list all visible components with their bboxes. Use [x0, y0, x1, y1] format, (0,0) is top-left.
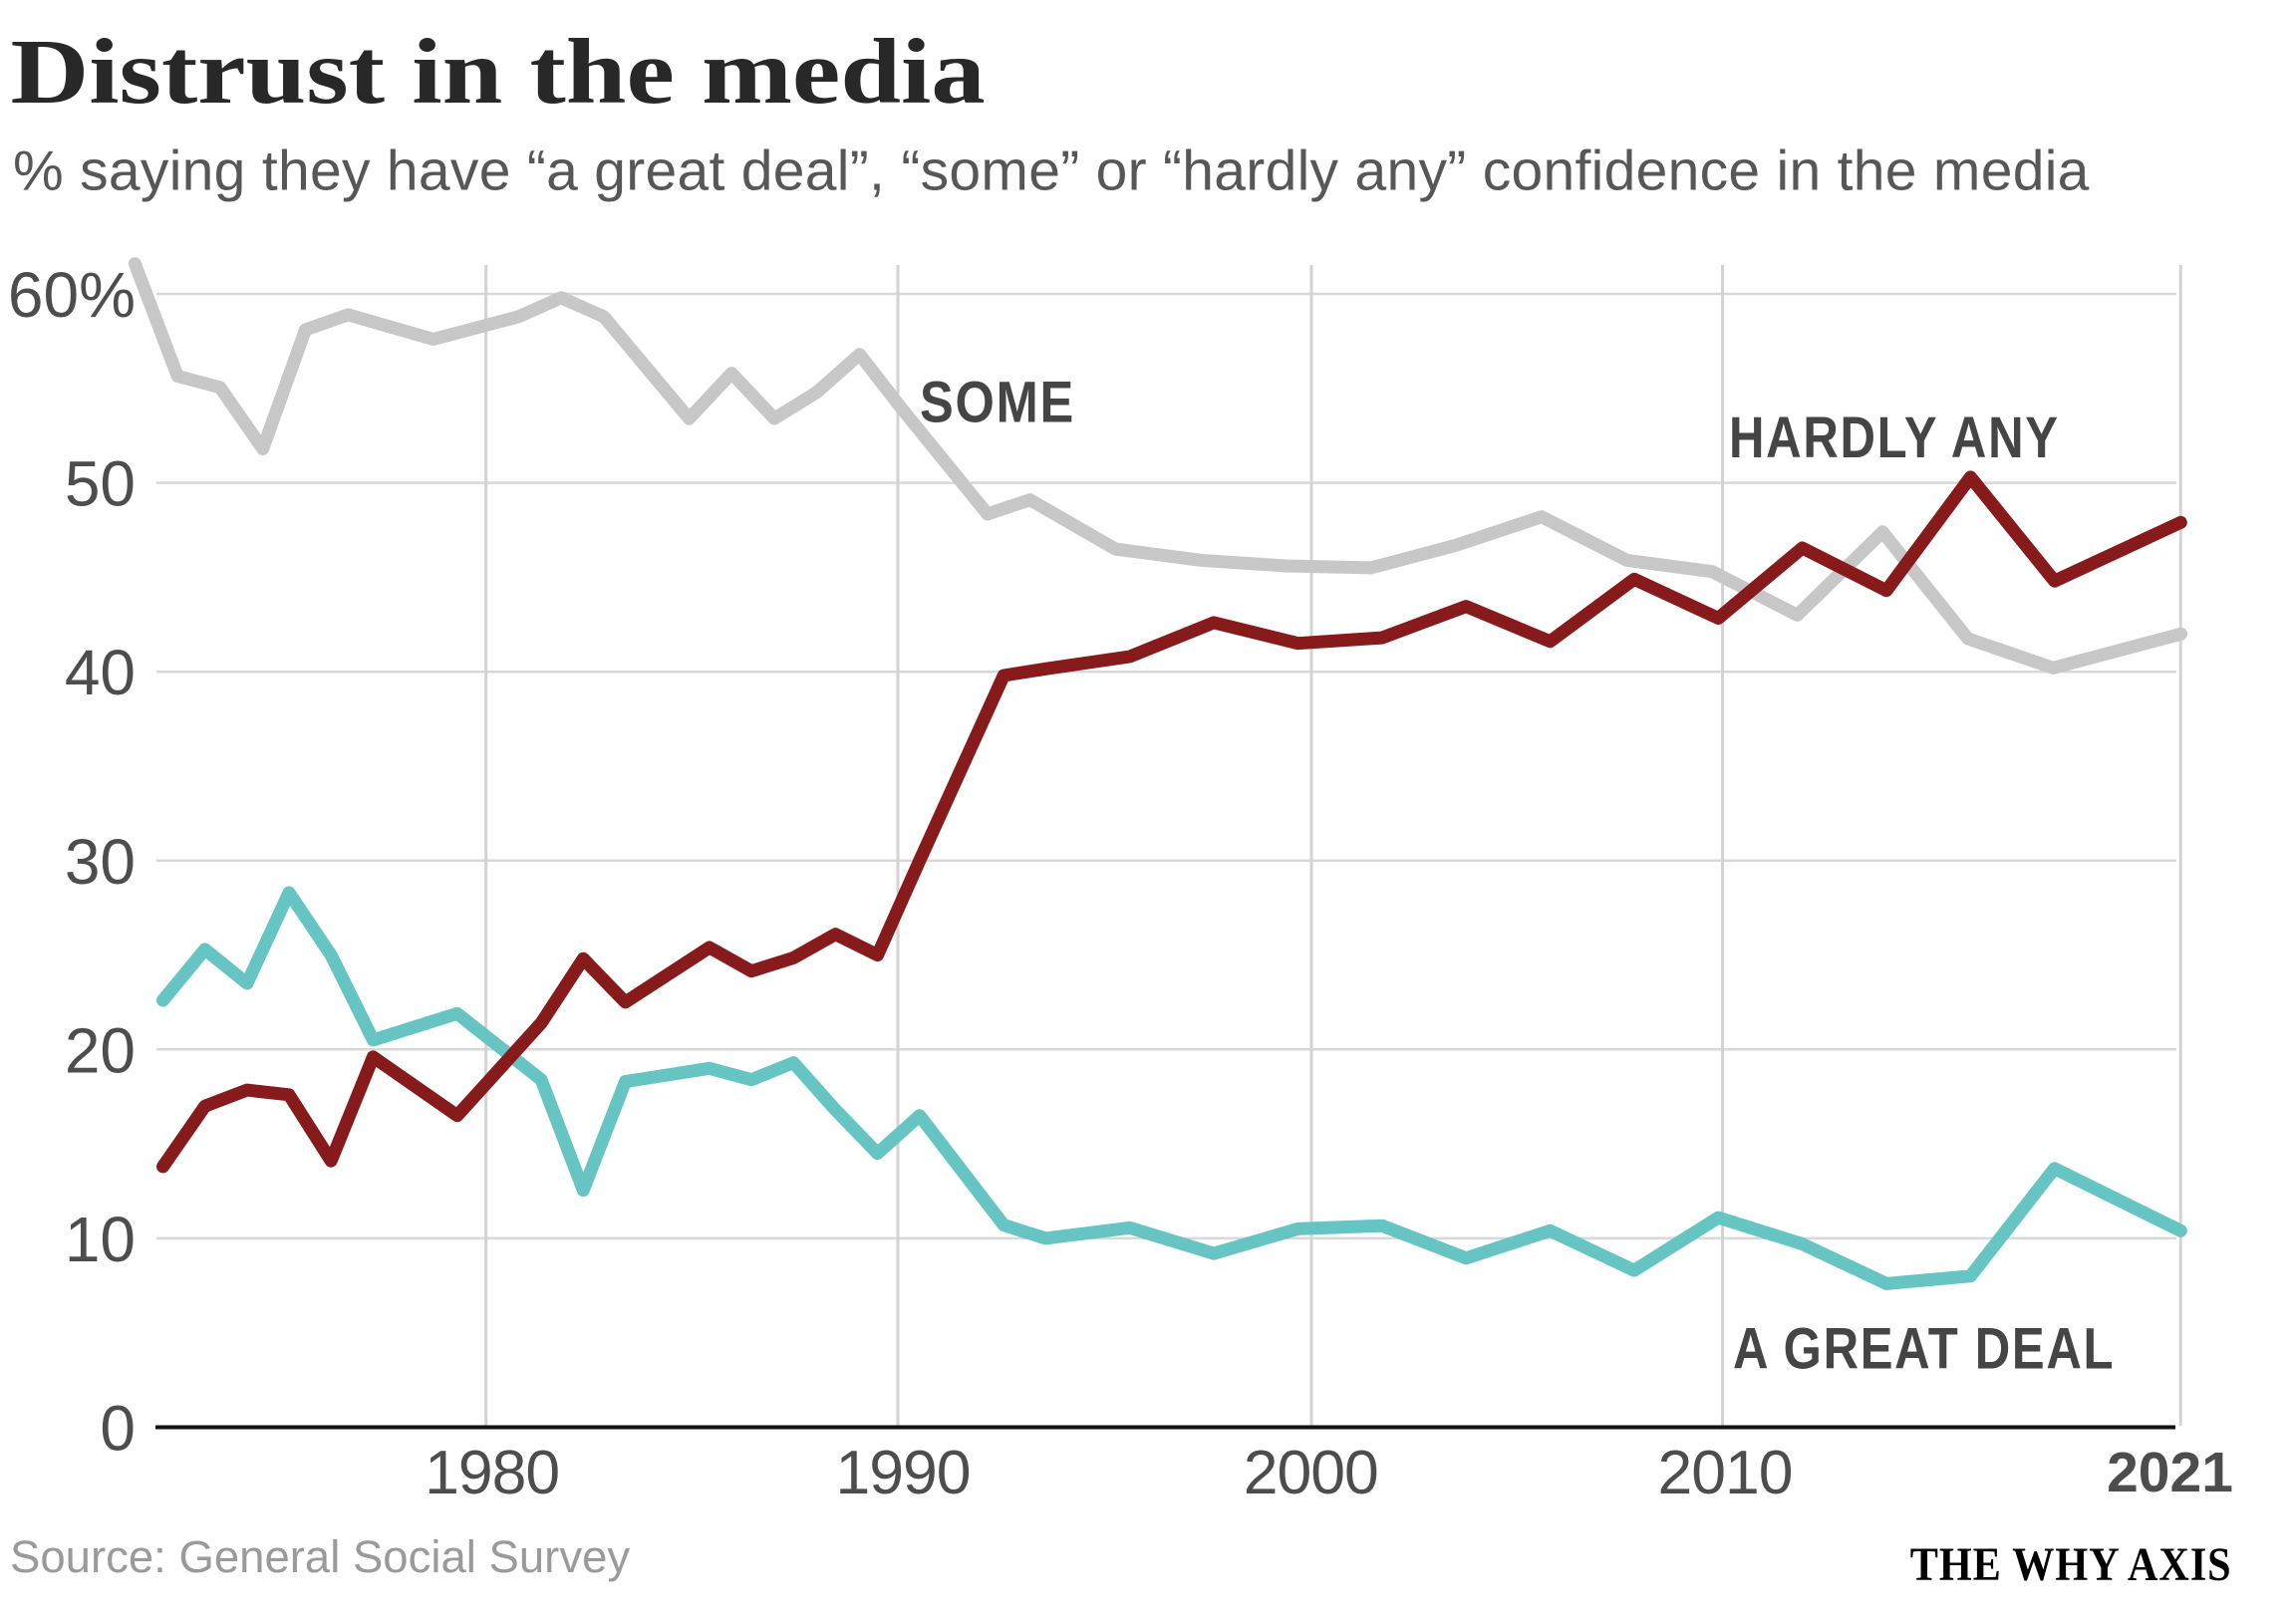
svg-text:HARDLY ANY: HARDLY ANY	[1729, 406, 2060, 470]
svg-text:Distrust in the media: Distrust in the media	[11, 20, 986, 123]
svg-text:10: 10	[65, 1204, 136, 1275]
svg-text:THE WHY AXIS: THE WHY AXIS	[1910, 1538, 2232, 1591]
svg-text:1990: 1990	[835, 1438, 970, 1507]
svg-text:2021: 2021	[2107, 1441, 2233, 1504]
svg-text:50: 50	[65, 448, 136, 520]
svg-text:20: 20	[65, 1014, 136, 1086]
svg-text:2000: 2000	[1244, 1438, 1378, 1507]
svg-text:40: 40	[65, 637, 136, 708]
svg-text:Source: General Social Survey: Source: General Social Survey	[10, 1531, 630, 1582]
svg-text:60%: 60%	[8, 259, 136, 331]
svg-text:30: 30	[65, 826, 136, 898]
svg-text:1980: 1980	[425, 1438, 559, 1507]
svg-text:SOME: SOME	[920, 369, 1075, 434]
svg-text:% saying they have “a great de: % saying they have “a great deal”, “some…	[13, 139, 2090, 203]
svg-text:0: 0	[100, 1393, 136, 1465]
svg-text:A GREAT DEAL: A GREAT DEAL	[1733, 1317, 2115, 1382]
svg-text:2010: 2010	[1657, 1438, 1792, 1507]
